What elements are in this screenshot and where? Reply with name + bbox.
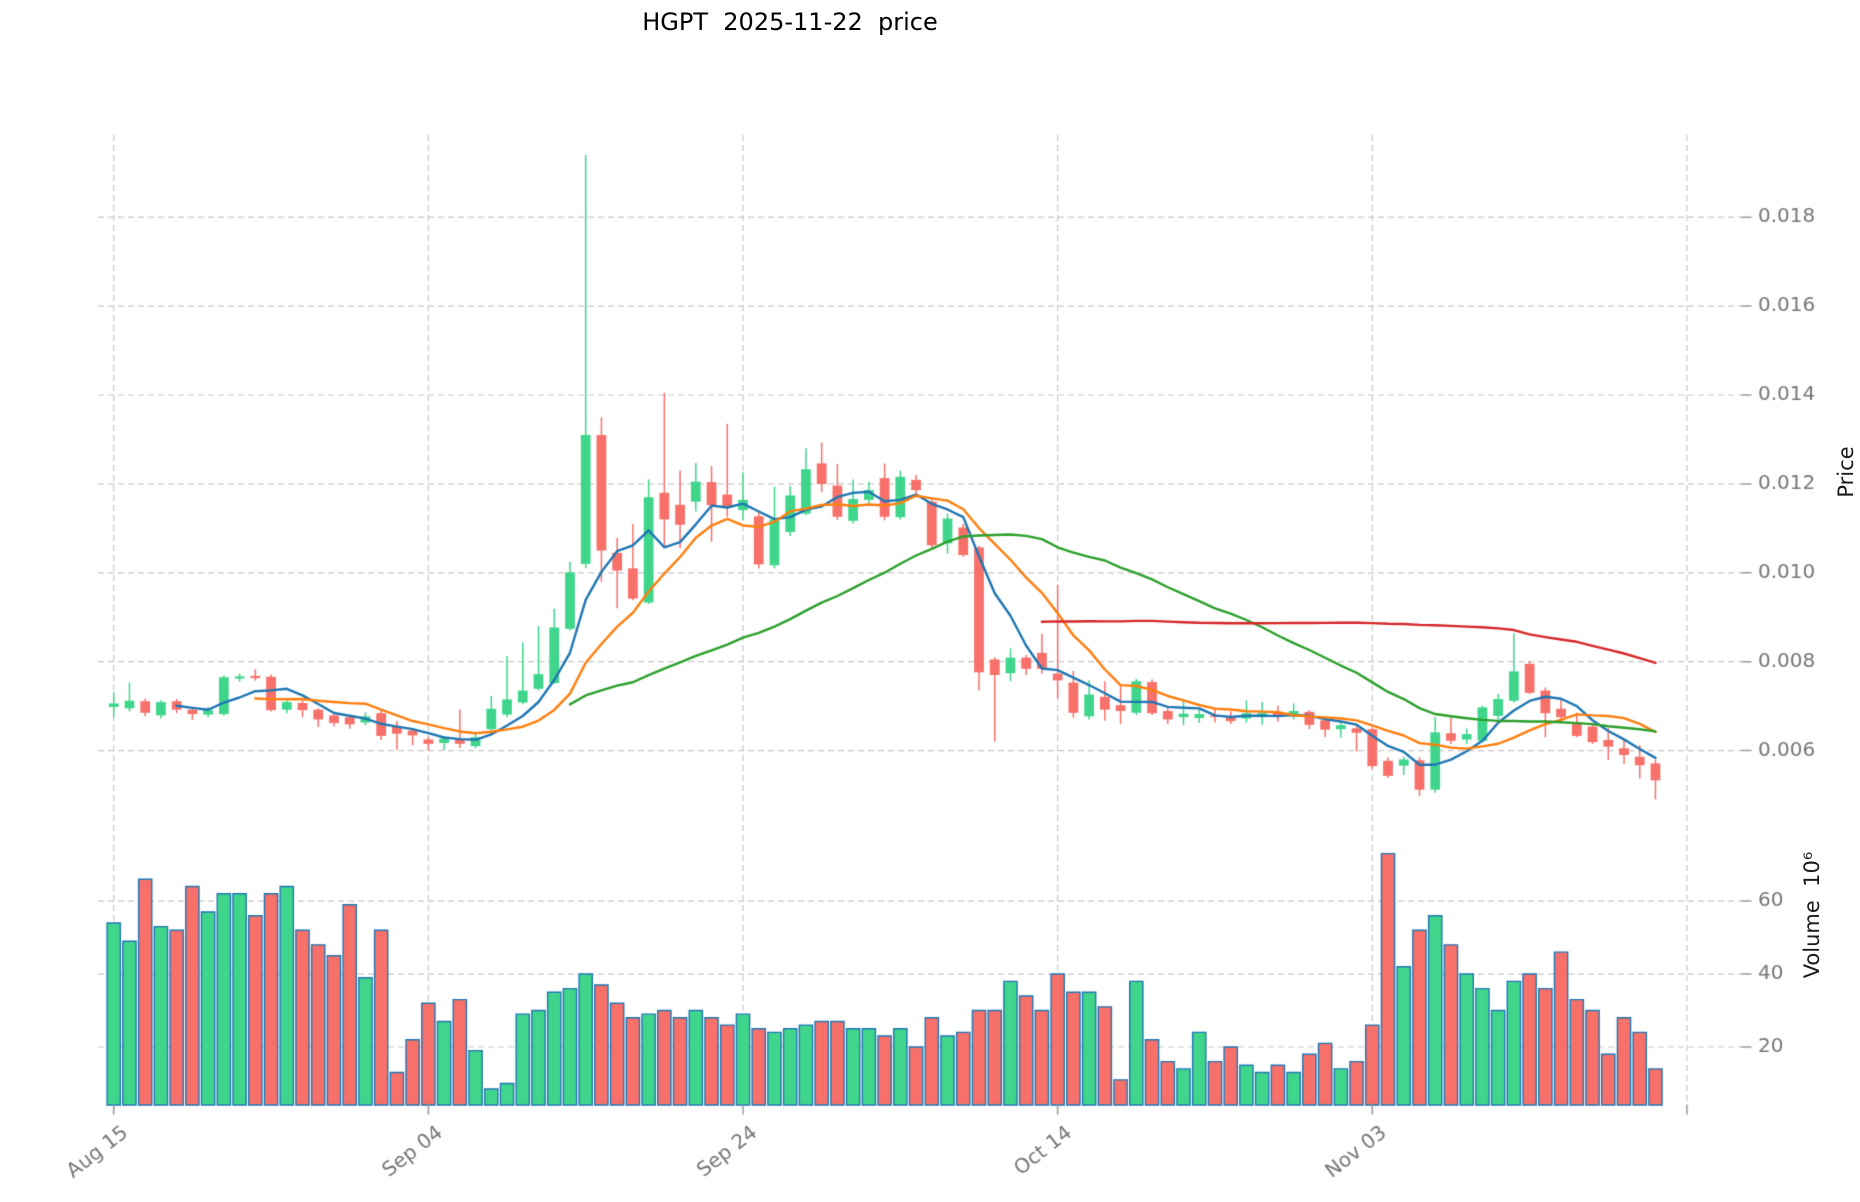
price-axis-label: Price (1834, 446, 1858, 498)
volume-axis-label: Volume 10⁶ (1800, 851, 1824, 979)
chart-title: HGPT 2025-11-22 price (642, 8, 938, 36)
